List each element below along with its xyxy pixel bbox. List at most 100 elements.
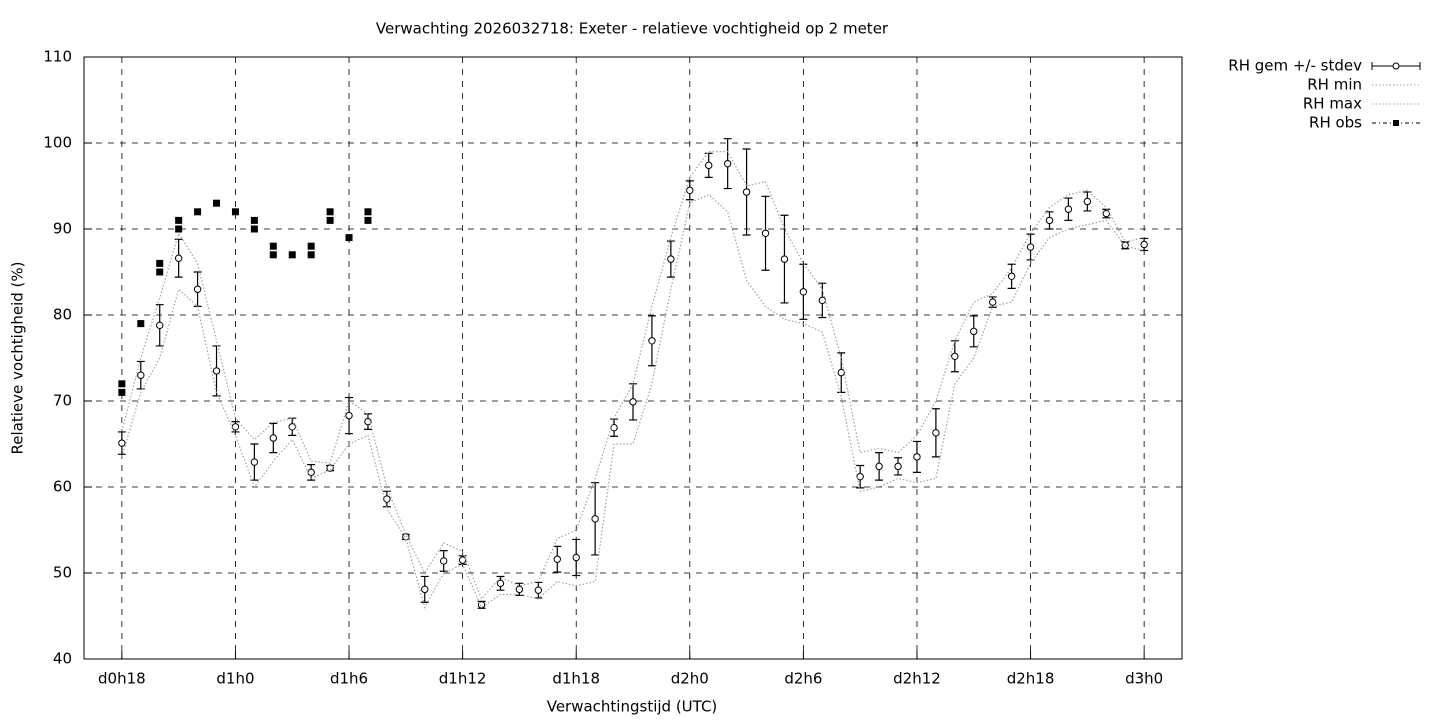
mean-point (1083, 197, 1092, 206)
mean-point (174, 254, 183, 262)
mean-point (137, 371, 145, 379)
mean-point (799, 288, 808, 296)
mean-point (629, 398, 637, 406)
legend-label: RH min (1307, 76, 1362, 94)
y-tick-label: 70 (53, 392, 72, 410)
chart-title: Verwachting 2026032718: Exeter - relatie… (376, 20, 889, 38)
mean-point (1026, 243, 1035, 251)
x-tick-label: d3h0 (1125, 670, 1163, 688)
mean-point (250, 458, 259, 466)
mean-point (723, 159, 732, 168)
mean-point (894, 462, 902, 471)
obs-point (137, 320, 145, 328)
obs-point (175, 216, 183, 224)
mean-point (705, 161, 713, 170)
mean-point (383, 495, 391, 503)
y-axis-label: Relatieve vochtigheid (%) (9, 261, 27, 454)
obs-point (269, 242, 277, 250)
mean-point (610, 423, 618, 432)
mean-point (667, 255, 675, 263)
mean-point (591, 515, 599, 523)
mean-point (951, 352, 959, 360)
mean-point (1064, 205, 1073, 213)
y-tick-label: 110 (43, 48, 72, 66)
mean-point (686, 186, 694, 195)
mean-point (837, 368, 845, 377)
mean-point (231, 423, 240, 431)
mean-point (856, 472, 864, 481)
obs-point (175, 225, 183, 233)
mean-point (118, 439, 126, 447)
obs-point (345, 234, 353, 242)
x-tick-label: d1h6 (330, 670, 368, 688)
mean-point (193, 285, 202, 293)
mean-point (913, 453, 921, 461)
y-tick-label: 60 (53, 478, 72, 496)
mean-point (761, 229, 770, 238)
mean-point (932, 429, 940, 437)
obs-point (194, 208, 202, 216)
x-axis-label: Verwachtingstijd (UTC) (547, 698, 718, 716)
mean-point (1045, 216, 1054, 225)
obs-point (364, 216, 372, 224)
obs-point (250, 216, 258, 224)
mean-point (553, 555, 561, 563)
mean-point (534, 586, 543, 594)
obs-point (118, 388, 126, 396)
x-tick-label: d1h0 (216, 670, 254, 688)
y-tick-label: 50 (53, 564, 72, 582)
mean-point (742, 188, 751, 196)
mean-point (269, 434, 278, 442)
mean-point (326, 464, 334, 472)
obs-point (326, 216, 334, 224)
mean-point (458, 556, 467, 564)
mean-point (1140, 240, 1148, 249)
obs-point (250, 225, 258, 233)
obs-point (213, 199, 221, 207)
mean-point (988, 298, 997, 306)
mean-point (818, 296, 827, 305)
obs-point (307, 242, 315, 250)
mean-point (1007, 272, 1016, 280)
mean-point (970, 327, 978, 336)
mean-point (212, 367, 221, 375)
mean-point (156, 321, 164, 330)
legend-label: RH gem +/- stdev (1228, 57, 1362, 75)
x-tick-label: d2h0 (671, 670, 709, 688)
legend-sample (1393, 120, 1399, 126)
mean-point (439, 557, 448, 565)
mean-point (307, 468, 315, 477)
mean-point (875, 462, 883, 471)
mean-point (648, 337, 656, 345)
plot-border (83, 56, 1183, 660)
obs-point (269, 251, 277, 259)
mean-point (496, 579, 505, 588)
mean-point (345, 411, 353, 420)
mean-point (421, 585, 429, 594)
x-tick-label: d2h18 (1007, 670, 1055, 688)
x-tick-label: d1h18 (552, 670, 600, 688)
mean-point (515, 585, 524, 594)
obs-point (307, 251, 315, 259)
obs-point (231, 208, 239, 216)
y-tick-label: 90 (53, 220, 72, 238)
legend-label: RH max (1303, 95, 1362, 113)
obs-point (118, 380, 126, 388)
legend-label: RH obs (1309, 114, 1362, 132)
obs-point (156, 268, 164, 276)
y-tick-label: 80 (53, 306, 72, 324)
y-tick-label: 100 (43, 134, 72, 152)
range-line (121, 193, 1145, 609)
x-tick-label: d2h12 (893, 670, 941, 688)
legend-sample (1392, 62, 1400, 70)
mean-point (780, 255, 789, 263)
range-line (121, 151, 1145, 600)
mean-point (572, 553, 580, 562)
x-tick-label: d2h6 (784, 670, 822, 688)
obs-point (288, 251, 296, 259)
obs-point (364, 208, 372, 216)
mean-point (288, 423, 296, 431)
y-tick-label: 40 (53, 650, 72, 668)
